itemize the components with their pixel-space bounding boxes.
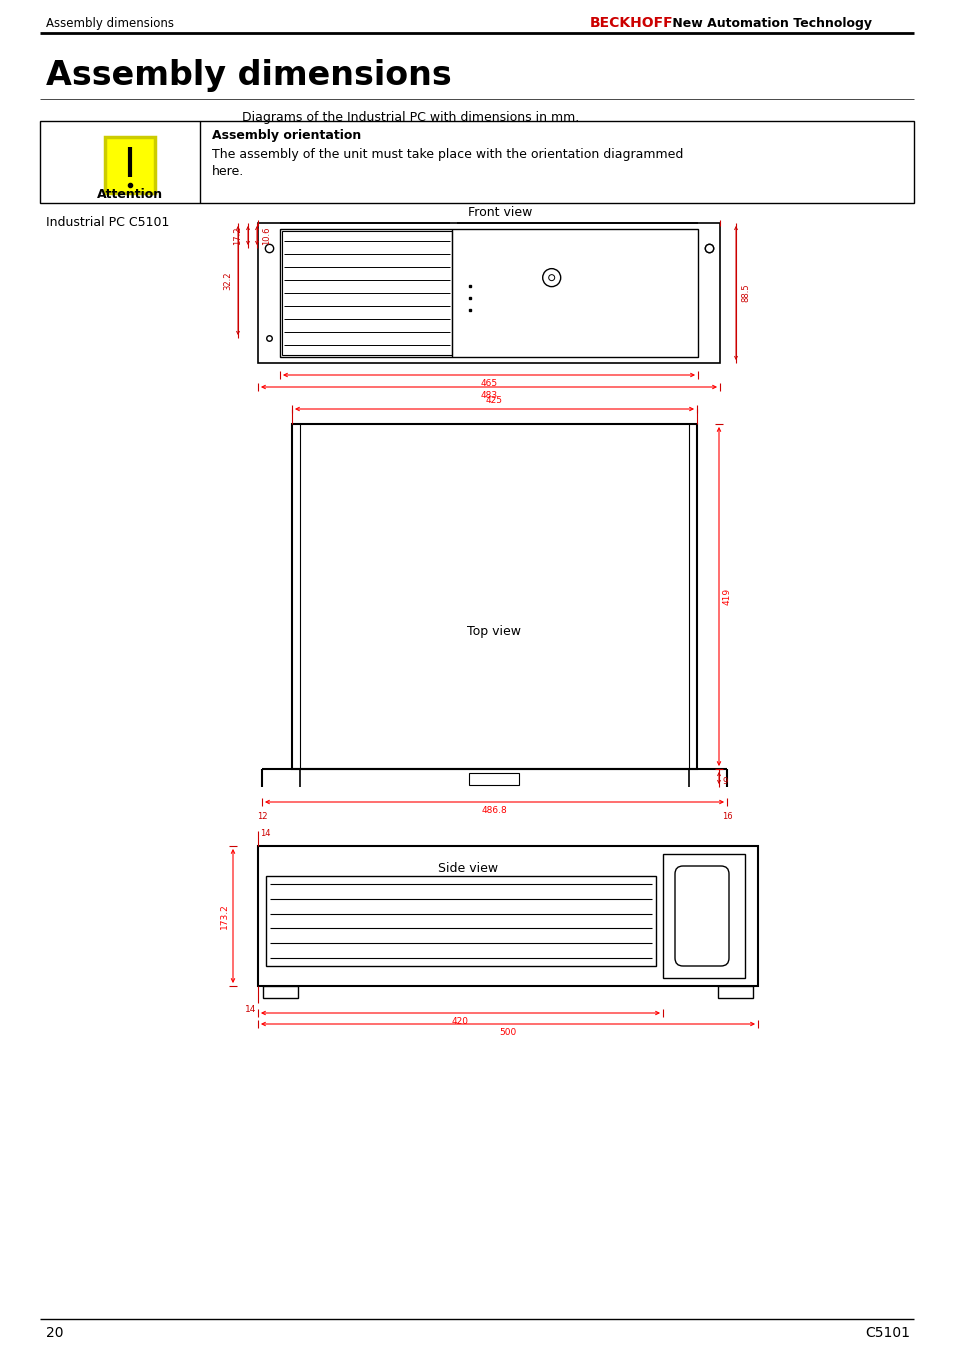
- Circle shape: [542, 269, 560, 286]
- Bar: [662, 854, 744, 978]
- Text: 465: 465: [480, 380, 497, 388]
- Bar: [266, 875, 656, 966]
- Text: 88.5: 88.5: [740, 284, 749, 303]
- Text: Front view: Front view: [467, 207, 532, 219]
- Text: New Automation Technology: New Automation Technology: [667, 16, 871, 30]
- Text: Assembly orientation: Assembly orientation: [212, 128, 361, 142]
- Bar: [280, 230, 698, 357]
- Text: 486.8: 486.8: [481, 807, 507, 815]
- Bar: [105, 136, 154, 193]
- Text: 12: 12: [256, 812, 267, 821]
- FancyBboxPatch shape: [675, 866, 728, 966]
- Text: Side view: Side view: [437, 862, 497, 874]
- Bar: [263, 986, 297, 998]
- Circle shape: [548, 274, 554, 281]
- Text: The assembly of the unit must take place with the orientation diagrammed
here.: The assembly of the unit must take place…: [212, 149, 682, 178]
- Text: 14: 14: [260, 830, 271, 839]
- Text: 9: 9: [722, 777, 727, 785]
- Text: Top view: Top view: [467, 624, 521, 638]
- Bar: [718, 986, 752, 998]
- Text: 425: 425: [485, 396, 502, 405]
- Text: 500: 500: [498, 1028, 517, 1038]
- Text: Assembly dimensions: Assembly dimensions: [46, 16, 173, 30]
- Text: 32.2: 32.2: [223, 272, 232, 289]
- Text: 17.2: 17.2: [233, 226, 242, 245]
- Text: 10.6: 10.6: [262, 226, 271, 245]
- Text: 420: 420: [452, 1017, 469, 1025]
- Bar: [257, 846, 758, 986]
- Text: 419: 419: [722, 588, 731, 605]
- Text: C5101: C5101: [864, 1325, 909, 1340]
- Text: Attention: Attention: [97, 188, 163, 201]
- Text: Industrial PC C5101: Industrial PC C5101: [46, 216, 170, 230]
- Text: 173.2: 173.2: [220, 902, 229, 929]
- Bar: [282, 231, 452, 355]
- Text: 20: 20: [46, 1325, 64, 1340]
- Text: Diagrams of the Industrial PC with dimensions in mm.: Diagrams of the Industrial PC with dimen…: [242, 111, 578, 123]
- Text: 483: 483: [480, 390, 497, 400]
- Text: 14: 14: [244, 1005, 255, 1015]
- Bar: [257, 223, 720, 363]
- Text: Assembly dimensions: Assembly dimensions: [46, 59, 452, 92]
- Bar: [40, 122, 913, 203]
- Text: 16: 16: [720, 812, 732, 821]
- Bar: [292, 424, 697, 769]
- Bar: [469, 773, 518, 785]
- Text: BECKHOFF: BECKHOFF: [589, 16, 673, 30]
